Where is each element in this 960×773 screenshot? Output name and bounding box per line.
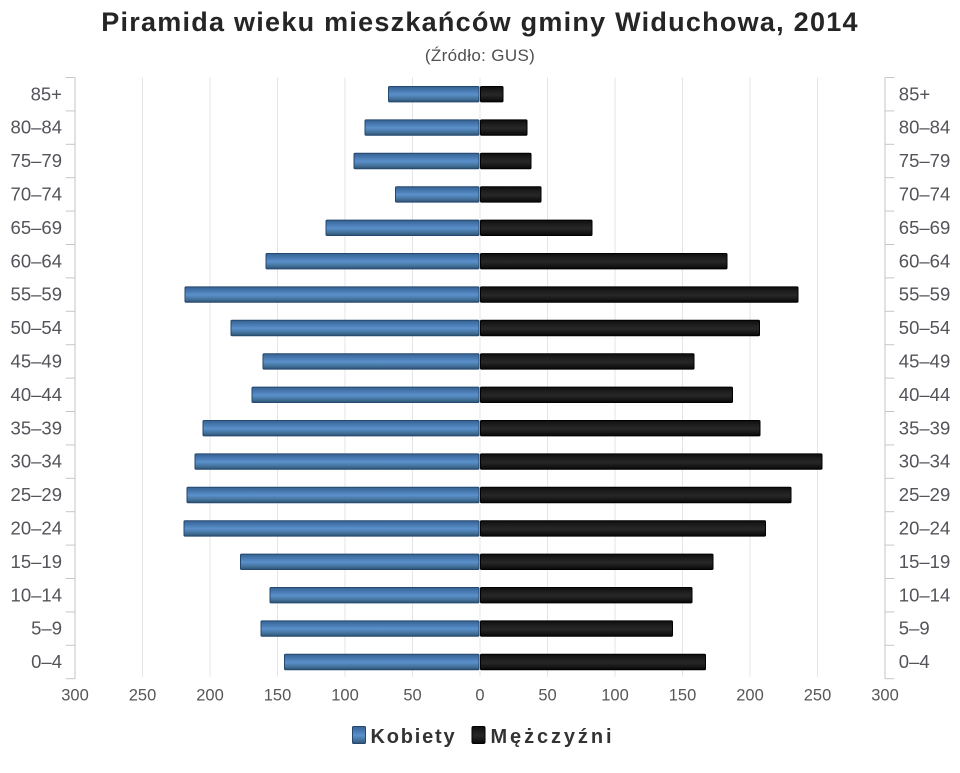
svg-text:15–19: 15–19 <box>899 551 950 572</box>
svg-text:45–49: 45–49 <box>11 351 62 372</box>
svg-text:70–74: 70–74 <box>899 184 950 205</box>
svg-text:60–64: 60–64 <box>11 250 62 271</box>
svg-text:150: 150 <box>669 687 697 705</box>
svg-text:(Źródło: GUS): (Źródło: GUS) <box>425 46 535 65</box>
svg-text:85+: 85+ <box>31 83 62 104</box>
svg-text:60–64: 60–64 <box>899 250 950 271</box>
svg-text:0–4: 0–4 <box>899 651 930 672</box>
svg-text:40–44: 40–44 <box>899 384 950 405</box>
svg-text:80–84: 80–84 <box>899 117 950 138</box>
svg-text:20–24: 20–24 <box>11 518 62 539</box>
svg-text:80–84: 80–84 <box>11 117 62 138</box>
svg-text:5–9: 5–9 <box>899 618 930 639</box>
svg-text:Kobiety: Kobiety <box>371 726 457 748</box>
svg-text:250: 250 <box>129 687 157 705</box>
svg-text:50–54: 50–54 <box>899 317 950 338</box>
svg-text:100: 100 <box>601 687 629 705</box>
svg-text:30–34: 30–34 <box>11 451 62 472</box>
svg-text:45–49: 45–49 <box>899 351 950 372</box>
svg-text:5–9: 5–9 <box>31 618 62 639</box>
svg-text:85+: 85+ <box>899 83 930 104</box>
svg-text:150: 150 <box>264 687 292 705</box>
svg-text:65–69: 65–69 <box>11 217 62 238</box>
svg-text:40–44: 40–44 <box>11 384 62 405</box>
svg-text:200: 200 <box>736 687 764 705</box>
svg-text:25–29: 25–29 <box>11 484 62 505</box>
svg-text:75–79: 75–79 <box>11 150 62 171</box>
svg-text:Piramida wieku mieszkańców gmi: Piramida wieku mieszkańców gminy Widucho… <box>101 7 859 37</box>
svg-text:100: 100 <box>331 687 359 705</box>
svg-text:0: 0 <box>475 687 484 705</box>
svg-text:50–54: 50–54 <box>11 317 62 338</box>
svg-text:200: 200 <box>196 687 224 705</box>
svg-text:75–79: 75–79 <box>899 150 950 171</box>
svg-text:35–39: 35–39 <box>11 417 62 438</box>
svg-text:10–14: 10–14 <box>11 584 62 605</box>
svg-text:65–69: 65–69 <box>899 217 950 238</box>
svg-text:35–39: 35–39 <box>899 417 950 438</box>
svg-text:0–4: 0–4 <box>31 651 62 672</box>
svg-text:10–14: 10–14 <box>899 584 950 605</box>
svg-text:250: 250 <box>804 687 832 705</box>
svg-text:300: 300 <box>871 687 899 705</box>
svg-text:50: 50 <box>538 687 556 705</box>
svg-text:30–34: 30–34 <box>899 451 950 472</box>
svg-text:50: 50 <box>403 687 421 705</box>
svg-text:20–24: 20–24 <box>899 518 950 539</box>
svg-text:55–59: 55–59 <box>899 284 950 305</box>
svg-text:25–29: 25–29 <box>899 484 950 505</box>
svg-text:300: 300 <box>61 687 89 705</box>
svg-text:15–19: 15–19 <box>11 551 62 572</box>
svg-text:Mężczyźni: Mężczyźni <box>491 726 615 748</box>
svg-text:55–59: 55–59 <box>11 284 62 305</box>
svg-text:70–74: 70–74 <box>11 184 62 205</box>
